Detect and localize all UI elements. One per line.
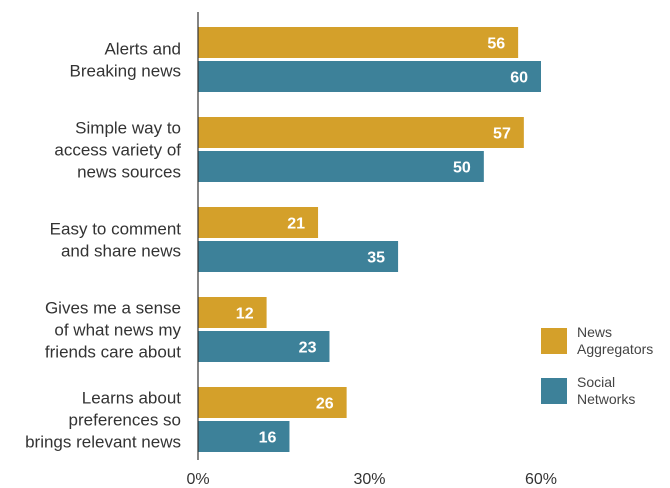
legend-label-line: News (577, 324, 612, 340)
legend-label: Social Networks (577, 374, 635, 407)
category-label-line: of what news my (54, 321, 181, 340)
bar (198, 117, 524, 148)
x-tick-label: 0% (186, 471, 209, 488)
category-label: Learns about preferences so brings relevan… (25, 389, 181, 452)
legend-label-line: Networks (577, 391, 635, 407)
legend-swatch (541, 328, 567, 354)
value-labels: 56 60 57 50 21 35 12 23 26 16 (236, 36, 528, 447)
data-label: 50 (453, 160, 471, 177)
category-label-line: preferences so (69, 411, 181, 430)
category-label-line: and share news (61, 242, 181, 261)
legend-label: News Aggregators (577, 324, 653, 357)
x-axis-ticks: 0% 30% 60% (186, 471, 557, 488)
bar (198, 61, 541, 92)
data-label: 26 (316, 396, 334, 413)
category-label-line: Easy to comment (50, 220, 182, 239)
category-label-line: Simple way to (75, 119, 181, 138)
category-label-line: Learns about (82, 389, 182, 408)
bar (198, 297, 267, 328)
bar (198, 331, 330, 362)
legend: News Aggregators Social Networks (541, 324, 653, 407)
data-label: 56 (487, 36, 505, 53)
bar (198, 387, 347, 418)
legend-swatch (541, 378, 567, 404)
category-label-line: Breaking news (69, 62, 181, 81)
bar (198, 207, 319, 238)
bar (198, 27, 519, 58)
category-label: Simple way to access variety of news sourc… (54, 119, 181, 182)
bars (198, 27, 541, 452)
data-label: 16 (259, 430, 277, 447)
category-labels: Alerts and Breaking news Simple way to acce… (25, 40, 181, 452)
data-label: 35 (367, 250, 385, 267)
data-label: 57 (493, 126, 511, 143)
bar (198, 421, 290, 452)
category-label-line: Alerts and (104, 40, 181, 59)
x-tick-label: 60% (525, 471, 557, 488)
category-label-line: access variety of (54, 141, 181, 160)
legend-label-line: Aggregators (577, 341, 653, 357)
bar (198, 241, 399, 272)
data-label: 60 (510, 70, 528, 87)
category-label-line: Gives me a sense (45, 299, 181, 318)
category-label-line: brings relevant news (25, 433, 181, 452)
bar (198, 151, 484, 182)
x-tick-label: 30% (353, 471, 385, 488)
category-label: Gives me a sense of what news my friends c… (45, 299, 182, 362)
category-label: Alerts and Breaking news (69, 40, 181, 81)
category-label-line: news sources (77, 163, 181, 182)
data-label: 21 (287, 216, 305, 233)
data-label: 23 (299, 340, 317, 357)
category-label-line: friends care about (45, 343, 181, 362)
category-label: Easy to comment and share news (50, 220, 182, 261)
data-label: 12 (236, 306, 254, 323)
legend-label-line: Social (577, 374, 615, 390)
